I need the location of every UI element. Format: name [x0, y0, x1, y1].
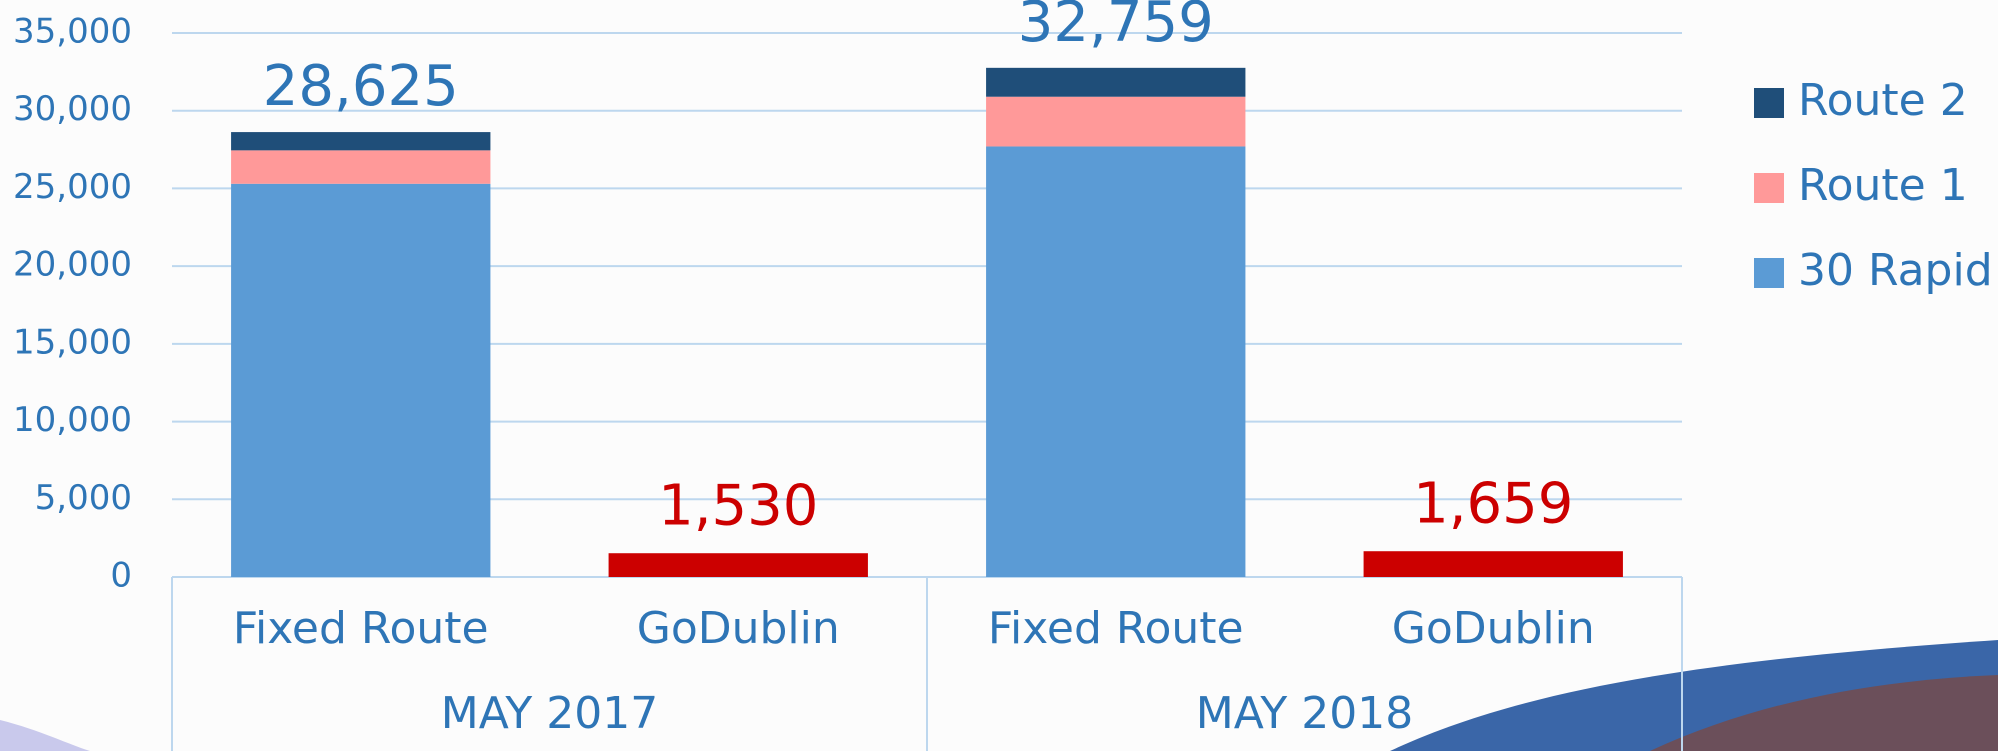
x-tick-label: Fixed Route	[233, 603, 489, 654]
data-label: 1,530	[658, 473, 818, 538]
bar-segment	[231, 150, 490, 183]
total-label: 28,625	[263, 54, 459, 119]
legend-label: Route 1	[1798, 160, 1968, 211]
decoration	[0, 640, 1998, 751]
y-tick-label: 35,000	[13, 12, 132, 52]
y-tick-label: 25,000	[13, 167, 132, 207]
bar-segment	[1364, 551, 1623, 577]
group-label: MAY 2017	[441, 688, 659, 739]
bar-segment	[231, 132, 490, 150]
chart: 0 5,000 10,000 15,000 20,000 25,000 30,000 35,0…	[0, 0, 1998, 751]
bar-segment	[986, 97, 1245, 147]
legend-label: 30 Rapid	[1798, 245, 1993, 296]
x-tick-label: GoDublin	[637, 603, 840, 654]
legend-swatch	[1754, 258, 1784, 288]
y-tick-label: 15,000	[13, 322, 132, 362]
y-tick-label: 5,000	[35, 478, 132, 518]
y-tick-label: 0	[110, 556, 132, 596]
y-tick-label: 20,000	[13, 245, 132, 285]
y-tick-label: 30,000	[13, 89, 132, 129]
bar-segment	[231, 184, 490, 577]
bar-segment	[609, 553, 868, 577]
total-label: 32,759	[1018, 0, 1214, 55]
legend-swatch	[1754, 173, 1784, 203]
legend-label: Route 2	[1798, 75, 1968, 126]
bar-segment	[986, 68, 1245, 97]
group-label: MAY 2018	[1196, 688, 1414, 739]
data-label: 1,659	[1413, 471, 1573, 536]
legend-swatch	[1754, 88, 1784, 118]
x-tick-label: GoDublin	[1392, 603, 1595, 654]
bar-segment	[986, 146, 1245, 577]
y-tick-label: 10,000	[13, 400, 132, 440]
x-tick-label: Fixed Route	[988, 603, 1244, 654]
